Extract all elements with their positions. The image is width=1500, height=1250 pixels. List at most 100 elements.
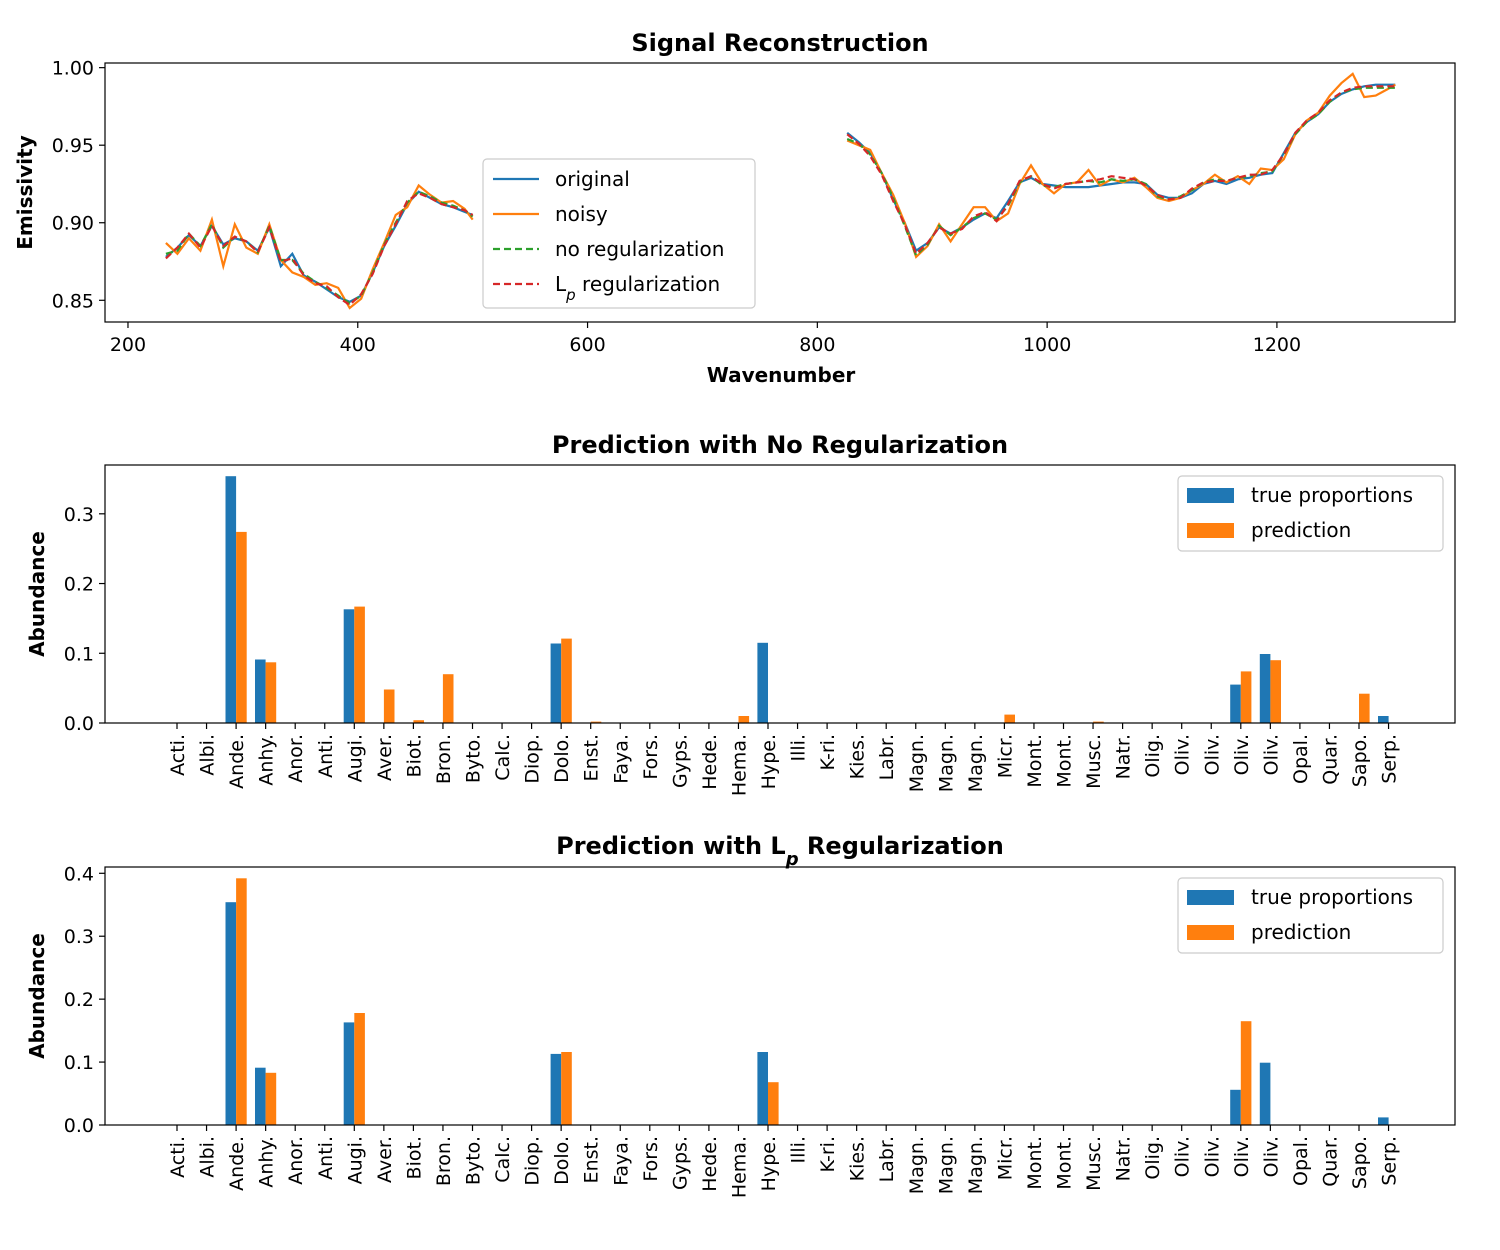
bar: [354, 1013, 365, 1125]
plot-frame: [104, 866, 1456, 1126]
x-tick-label: Micr.: [994, 1136, 1016, 1180]
x-tick-label: Olig.: [1142, 1136, 1164, 1180]
x-tick-label: Mont.: [1054, 734, 1076, 788]
x-tick-label: Olig.: [1142, 734, 1164, 778]
bar: [1259, 1062, 1271, 1125]
x-tick-label: Ande.: [226, 1136, 248, 1191]
x-tick-label: 1000: [1023, 334, 1071, 356]
x-tick-label: Calc.: [492, 1136, 514, 1183]
bar: [1230, 684, 1241, 723]
x-tick-label: Hema.: [728, 734, 750, 796]
y-tick-label: 0.4: [64, 863, 94, 885]
x-tick-label: Oliv.: [1201, 734, 1223, 775]
bar: [1378, 1117, 1389, 1125]
y-axis-label: Emissivity: [13, 135, 37, 250]
x-tick-label: Opal.: [1290, 734, 1312, 784]
legend-label: prediction: [1251, 518, 1351, 542]
y-tick-label: 1.00: [52, 58, 94, 80]
x-tick-label: Serp.: [1379, 1136, 1401, 1186]
series-line: [165, 190, 474, 305]
x-tick-label: Biot.: [403, 734, 425, 777]
chart-title: Prediction with Lp Regularization: [556, 832, 1004, 870]
x-tick-label: Anti.: [315, 734, 337, 778]
x-tick-label: Hype.: [758, 1136, 780, 1191]
bar: [757, 642, 768, 723]
x-tick-label: 400: [340, 334, 376, 356]
series-line: [846, 83, 1396, 253]
bar: [236, 531, 247, 723]
bar: [236, 878, 247, 1125]
series-line: [846, 86, 1396, 258]
x-tick-label: Oliv.: [1201, 1136, 1223, 1177]
x-tick-label: Anhy.: [256, 734, 278, 786]
x-tick-label: Dolo.: [551, 734, 573, 783]
x-tick-label: Biot.: [403, 1136, 425, 1179]
x-tick-label: Sapo.: [1349, 1136, 1371, 1189]
series-line: [165, 183, 474, 310]
x-tick-label: Oliv.: [1231, 734, 1253, 775]
x-tick-label: Calc.: [492, 734, 514, 781]
x-tick-label: Musc.: [1083, 734, 1105, 789]
x-tick-label: Labr.: [876, 734, 898, 780]
x-tick-label: Mont.: [1054, 1136, 1076, 1190]
x-tick-label: Hype.: [758, 734, 780, 789]
x-tick-label: Oliv.: [1231, 1136, 1253, 1177]
x-tick-label: Diop.: [522, 1136, 544, 1186]
bar: [354, 606, 365, 723]
x-tick-label: Anti.: [315, 1136, 337, 1180]
x-tick-label: Quar.: [1319, 734, 1341, 785]
x-tick-label: Sapo.: [1349, 734, 1371, 787]
y-tick-label: 0.2: [64, 574, 94, 596]
legend-label: no regularization: [555, 237, 724, 261]
y-tick-label: 0.3: [64, 926, 94, 948]
bar: [1230, 1089, 1241, 1125]
x-tick-label: Albi.: [197, 734, 219, 776]
legend-label: Lp regularization: [555, 272, 720, 304]
x-tick-label: Byto.: [463, 1136, 485, 1185]
x-tick-label: 200: [110, 334, 146, 356]
legend-label: noisy: [555, 202, 608, 226]
legend-box: [1177, 475, 1444, 552]
legend-swatch: [1187, 523, 1234, 538]
x-tick-label: Serp.: [1379, 734, 1401, 784]
x-tick-label: Anor.: [285, 1136, 307, 1185]
bar: [590, 721, 602, 723]
x-tick-label: Kies.: [847, 734, 869, 779]
bar: [225, 476, 237, 723]
x-tick-label: Faya.: [610, 1136, 632, 1186]
bar: [255, 659, 266, 723]
x-tick-label: Oliv.: [1260, 1136, 1282, 1177]
x-tick-label: Illi.: [788, 734, 810, 761]
y-tick-label: 0.1: [64, 1052, 94, 1074]
bar: [413, 720, 424, 723]
bar: [1093, 721, 1104, 723]
series-line: [165, 192, 474, 307]
x-tick-label: Dolo.: [551, 1136, 573, 1185]
x-tick-label: Micr.: [994, 734, 1016, 778]
legend-box: [482, 158, 756, 309]
x-tick-label: K-ri.: [817, 734, 839, 770]
x-tick-label: Quar.: [1319, 1136, 1341, 1187]
x-tick-label: Acti.: [167, 734, 189, 776]
x-tick-label: 800: [799, 334, 835, 356]
x-tick-label: Opal.: [1290, 1136, 1312, 1186]
x-tick-label: Faya.: [610, 734, 632, 784]
legend-box: [1177, 877, 1444, 954]
legend-label: prediction: [1251, 920, 1351, 944]
x-tick-label: Enst.: [581, 734, 603, 781]
bar: [561, 1052, 572, 1125]
legend-label: true proportions: [1251, 483, 1413, 507]
x-tick-label: Mont.: [1024, 1136, 1046, 1190]
x-tick-label: Hema.: [728, 1136, 750, 1198]
x-tick-label: Gyps.: [669, 734, 691, 788]
y-tick-label: 0.1: [64, 643, 94, 665]
bar: [550, 643, 562, 723]
bar: [1240, 1021, 1252, 1125]
x-tick-label: Natr.: [1113, 1136, 1135, 1181]
x-tick-label: K-ri.: [817, 1136, 839, 1172]
x-tick-label: Hede.: [699, 1136, 721, 1192]
x-tick-label: Magn.: [965, 1136, 987, 1194]
bar: [265, 662, 277, 723]
y-tick-label: 0.0: [64, 713, 94, 735]
x-tick-label: Ande.: [226, 734, 248, 789]
